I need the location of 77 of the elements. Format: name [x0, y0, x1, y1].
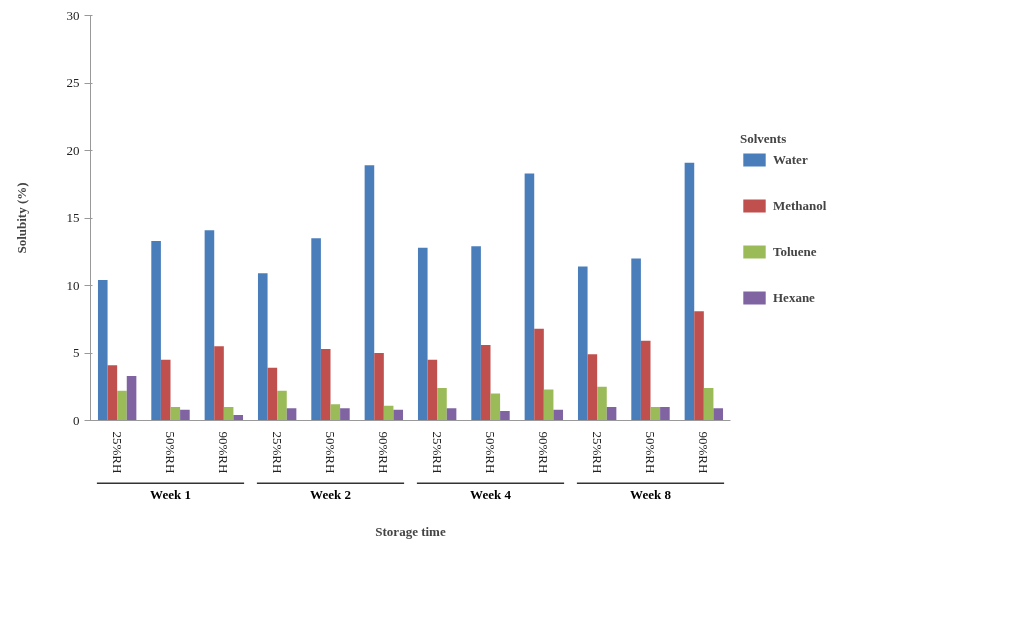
bar [417, 247, 428, 421]
y-axis-title: Solubity (%) [13, 182, 29, 254]
bar [286, 408, 297, 421]
bar [713, 408, 724, 421]
bar [151, 240, 161, 421]
bar [340, 408, 350, 421]
bar [427, 359, 438, 421]
bar [233, 415, 244, 421]
bar [660, 407, 670, 421]
bar [650, 407, 661, 421]
bar [543, 389, 554, 421]
bar [640, 340, 651, 421]
y-tick-label: 10 [66, 277, 80, 293]
x-axis-title: Storage time [375, 523, 446, 539]
bar [597, 386, 607, 421]
bar [170, 407, 181, 421]
y-tick-label: 5 [73, 345, 80, 360]
bar [107, 365, 118, 421]
bar [364, 165, 375, 421]
bar [471, 246, 481, 421]
x-tick-label: 50%RH [643, 431, 658, 474]
bar [577, 266, 588, 421]
bar [160, 359, 171, 421]
bar [180, 409, 190, 421]
x-tick-label: 90%RH [216, 431, 232, 474]
bar [606, 407, 617, 421]
y-tick-label: 20 [66, 142, 80, 158]
bar [631, 258, 641, 421]
bar [320, 348, 331, 421]
legend-label: Methanol [773, 197, 827, 213]
bar [480, 344, 491, 421]
bar [311, 238, 321, 421]
legend-label: Hexane [773, 289, 815, 305]
bar [97, 280, 108, 421]
bar [553, 409, 564, 421]
x-tick-label: 25%RH [429, 431, 445, 474]
bar [374, 353, 384, 421]
bar [330, 404, 341, 421]
bar [490, 393, 501, 421]
text: Week 8 [630, 487, 672, 502]
y-tick-label: 15 [66, 210, 80, 225]
x-tick-label: 90%RH [376, 431, 392, 474]
bar [500, 411, 510, 421]
x-tick-label: 25%RH [269, 431, 285, 474]
legend-label: Toluene [773, 243, 817, 259]
bar [277, 390, 287, 421]
bar [267, 367, 278, 421]
bar [437, 388, 447, 421]
x-tick-label: 25%RH [589, 431, 605, 474]
x-tick-label: 90%RH [696, 431, 712, 474]
bar [524, 173, 535, 421]
bar [117, 390, 127, 421]
text: Week 1 [150, 487, 191, 502]
bar [223, 407, 234, 421]
bar [694, 311, 704, 421]
x-tick-label: 25%RH [109, 431, 125, 474]
bar [393, 409, 404, 421]
y-tick-label: 0 [73, 412, 80, 428]
legend-title: Solvents [740, 130, 788, 146]
text: Week 4 [470, 487, 512, 502]
bar [214, 346, 224, 421]
y-tick-label: 30 [66, 7, 80, 23]
bar [446, 408, 457, 421]
bar [257, 273, 268, 421]
bar [204, 230, 215, 421]
x-tick-label: 50%RH [323, 431, 338, 474]
bar [587, 354, 598, 421]
legend-label: Water [773, 151, 808, 167]
bar [684, 162, 695, 421]
y-tick-label: 25 [66, 75, 80, 90]
x-tick-label: 50%RH [483, 431, 498, 474]
bar [703, 388, 714, 421]
bar [534, 328, 544, 421]
text: Week 2 [310, 487, 351, 502]
x-tick-label: 90%RH [536, 431, 552, 474]
bar [126, 375, 137, 421]
x-tick-label: 50%RH [163, 431, 178, 474]
